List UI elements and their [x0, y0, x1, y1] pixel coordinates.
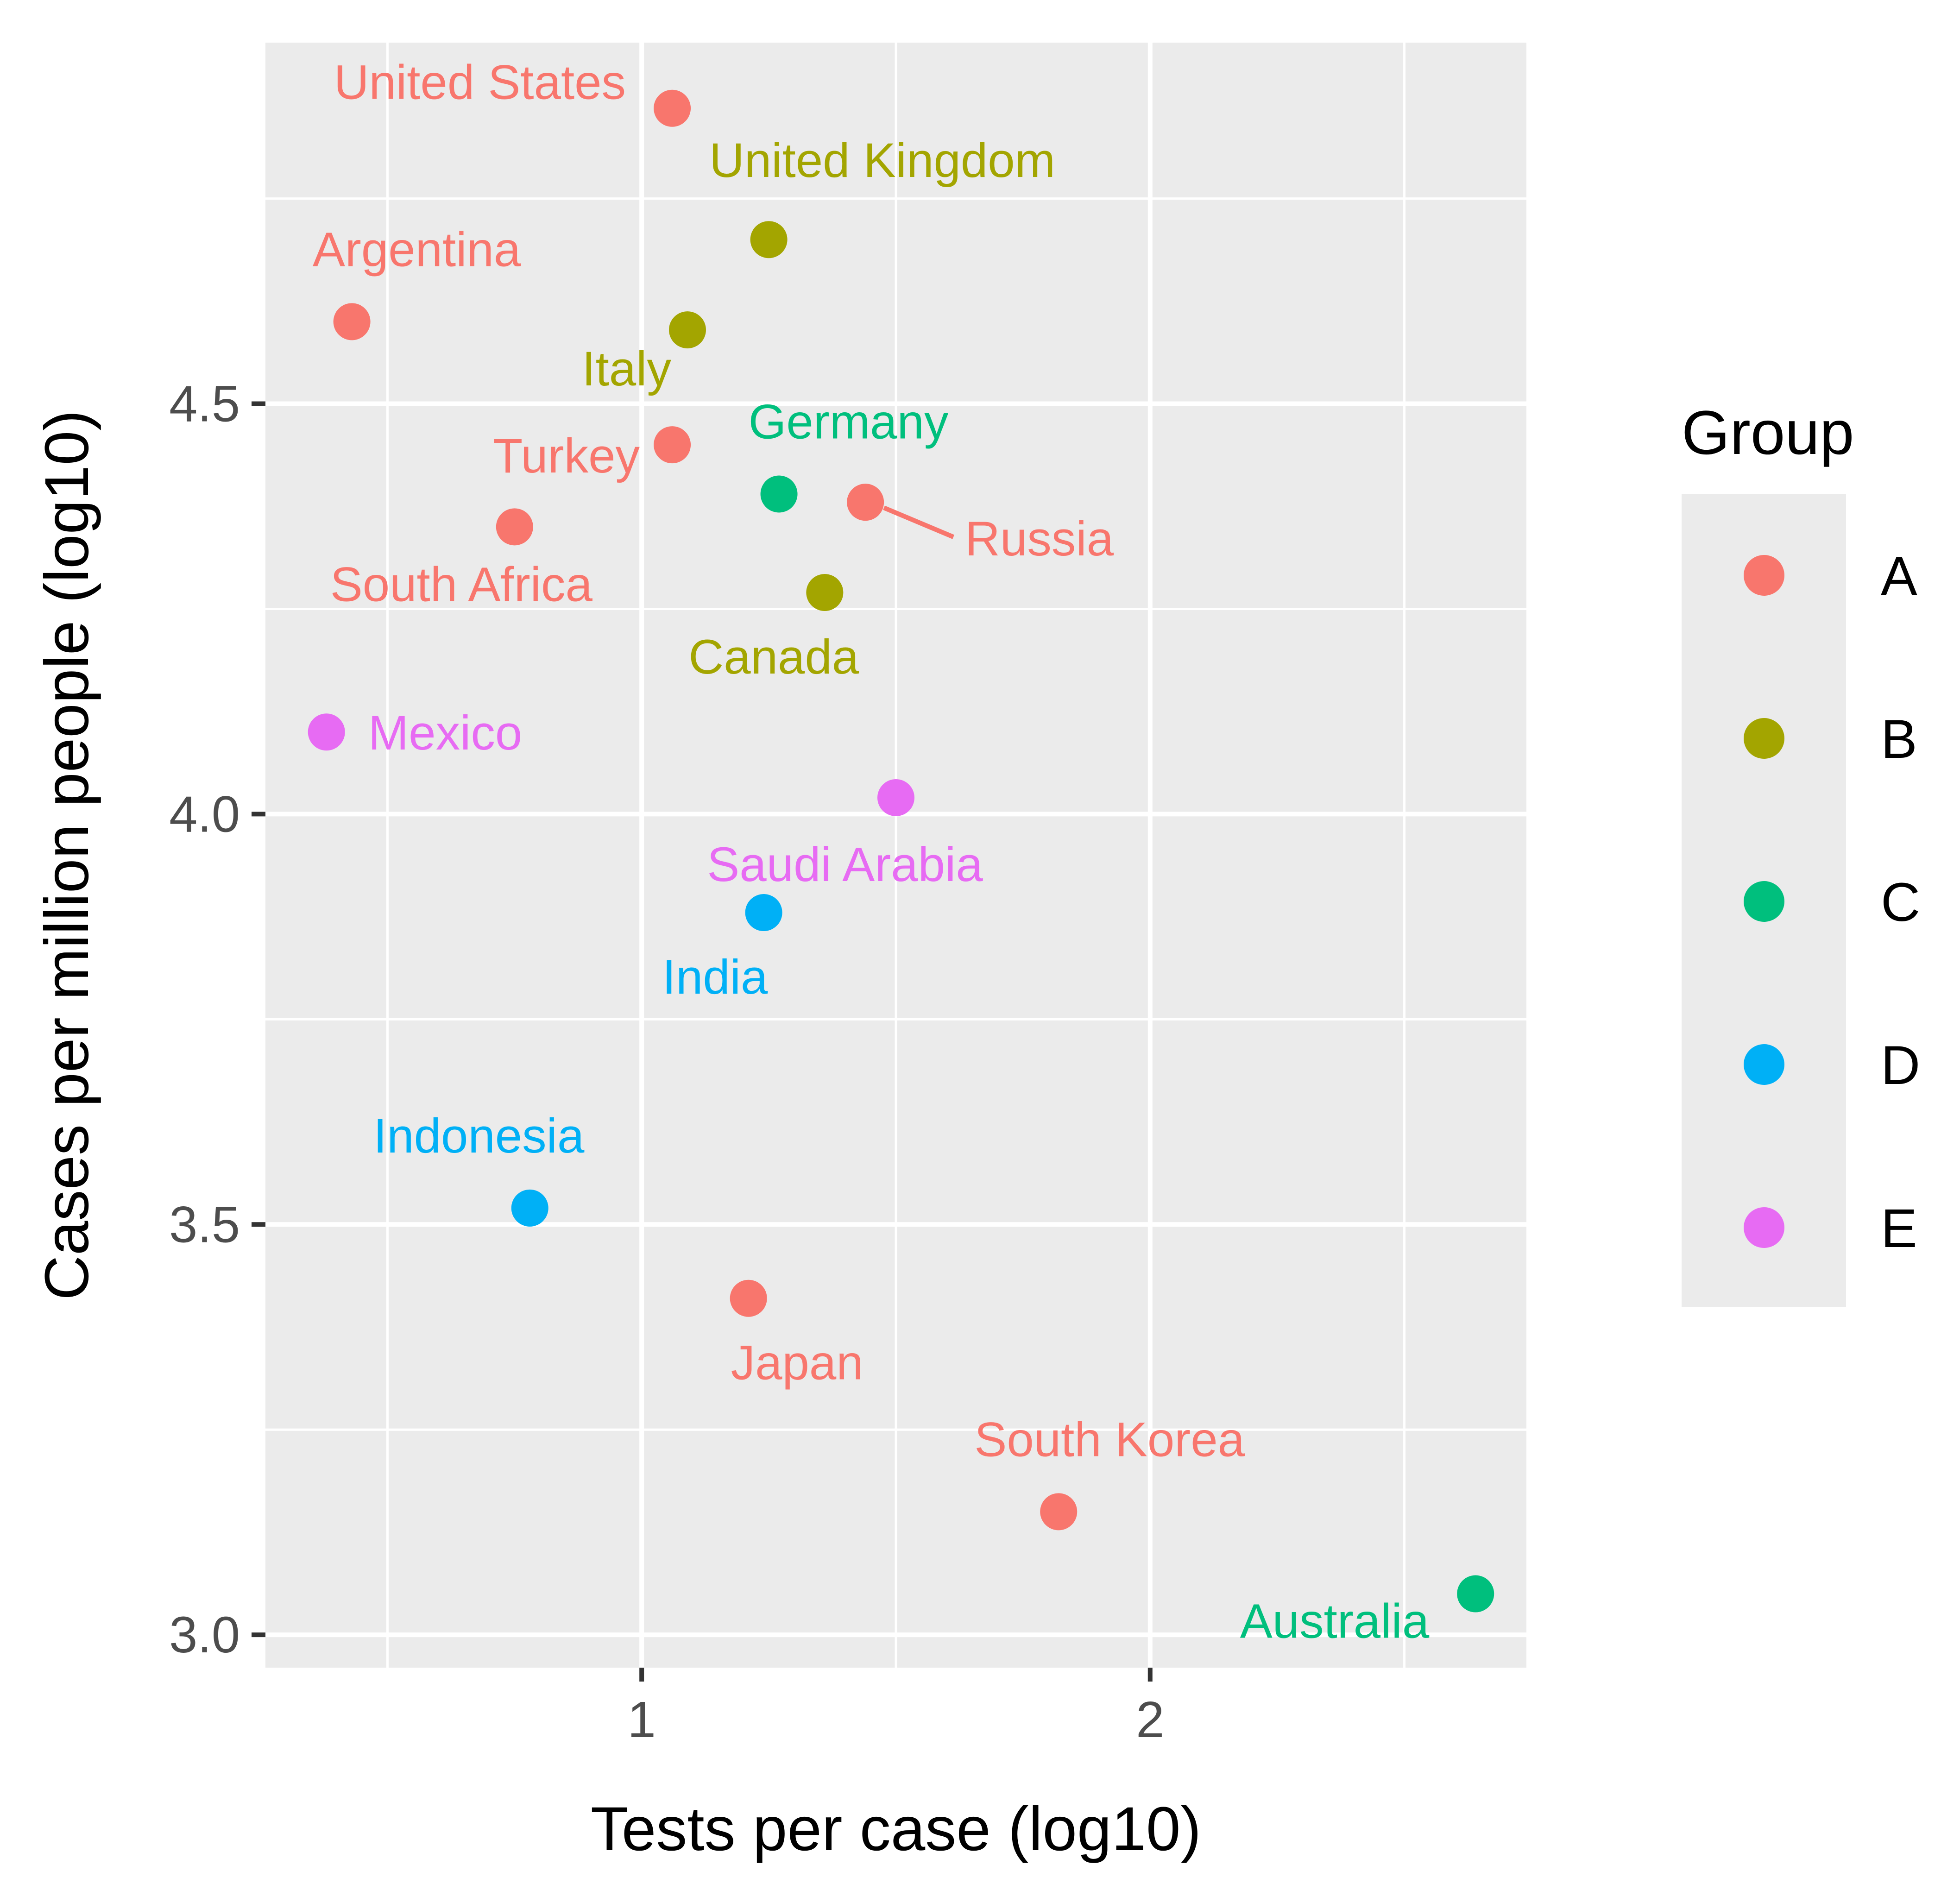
- y-tick-label: 4.0: [169, 786, 240, 843]
- legend-title: Group: [1682, 398, 1854, 467]
- data-point: [511, 1189, 548, 1227]
- x-tick-label: 2: [1136, 1691, 1164, 1748]
- x-axis-title: Tests per case (log10): [591, 1795, 1201, 1864]
- point-label: Germany: [749, 395, 949, 449]
- data-point: [877, 779, 914, 816]
- data-point: [847, 484, 884, 521]
- point-label: India: [662, 950, 768, 1004]
- point-label: Indonesia: [373, 1109, 585, 1163]
- data-point: [1040, 1493, 1078, 1531]
- legend-items: A B C D E: [1744, 546, 1920, 1259]
- data-point: [654, 426, 691, 464]
- data-point: [730, 1279, 767, 1317]
- point-label: United Kingdom: [709, 133, 1055, 188]
- data-point: [760, 475, 798, 513]
- data-point: [496, 508, 533, 546]
- data-point: [333, 303, 371, 340]
- y-tick-label: 4.5: [169, 376, 240, 433]
- point-label: Australia: [1240, 1594, 1430, 1649]
- point-label: Mexico: [368, 706, 523, 760]
- legend-label: E: [1881, 1198, 1917, 1259]
- grid-minor: [265, 43, 1526, 1668]
- label-leaders: [883, 505, 955, 539]
- x-tick-label: 1: [628, 1691, 656, 1748]
- legend-label: B: [1881, 709, 1917, 770]
- data-point: [668, 311, 706, 349]
- data-point: [745, 894, 782, 932]
- point-label: Japan: [731, 1336, 863, 1390]
- data-point: [806, 574, 844, 611]
- legend-label: D: [1881, 1035, 1920, 1096]
- data-points: [308, 89, 1494, 1613]
- point-label: Turkey: [493, 429, 640, 483]
- point-label: Russia: [965, 512, 1114, 566]
- legend-label: C: [1881, 872, 1920, 933]
- point-label: Italy: [582, 342, 671, 396]
- point-label: South Africa: [330, 557, 593, 611]
- data-point: [1457, 1575, 1494, 1613]
- data-point: [750, 221, 788, 258]
- legend-key: [1744, 555, 1784, 596]
- point-label: Saudi Arabia: [707, 838, 983, 892]
- legend-label: A: [1881, 546, 1917, 607]
- point-label: South Korea: [974, 1412, 1245, 1467]
- y-axis-title: Cases per million people (log10): [32, 410, 101, 1300]
- point-label: United States: [334, 56, 626, 110]
- y-tick-label: 3.0: [169, 1606, 240, 1663]
- legend-key: [1744, 881, 1784, 922]
- label-leader: [883, 505, 955, 539]
- grid-major: [265, 43, 1526, 1668]
- legend-key: [1744, 718, 1784, 759]
- point-label: Canada: [688, 630, 859, 684]
- data-point: [308, 713, 345, 751]
- legend-key: [1744, 1207, 1784, 1248]
- y-tick-label: 3.5: [169, 1196, 240, 1253]
- data-point: [654, 89, 691, 127]
- axis-ticks: 1 2 3.0 3.5 4.0 4.5: [169, 376, 1164, 1748]
- legend: Group A B C D E: [1682, 398, 1920, 1307]
- point-label: Argentina: [313, 222, 521, 277]
- point-labels: United States United Kingdom Argentina Ital…: [313, 56, 1430, 1649]
- legend-key: [1744, 1044, 1784, 1085]
